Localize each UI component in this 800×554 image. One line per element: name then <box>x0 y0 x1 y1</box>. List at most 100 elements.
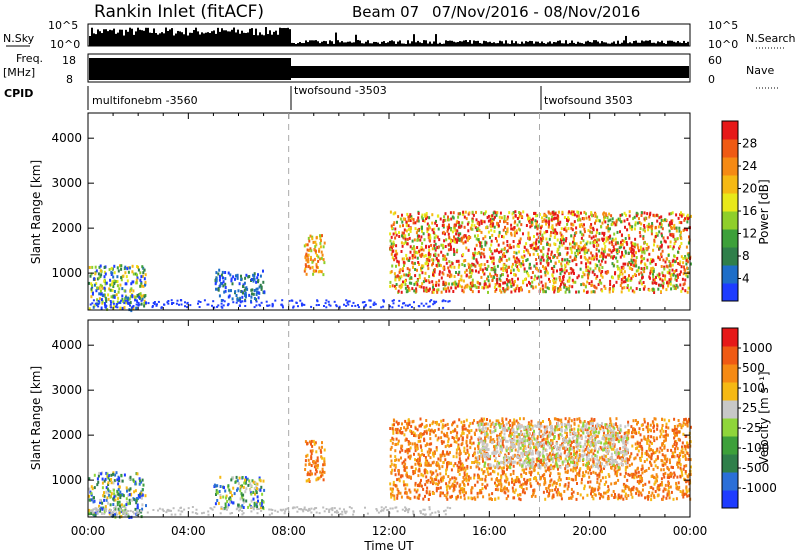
echo-cell <box>572 236 575 240</box>
echo-cell <box>394 464 397 467</box>
echo-cell <box>122 299 125 303</box>
echo-cell <box>549 212 552 216</box>
echo-cell <box>679 453 682 457</box>
nsky-bar <box>449 40 451 46</box>
echo-cell <box>676 487 679 491</box>
echo-cell <box>498 260 501 264</box>
nsky-bar <box>397 41 399 46</box>
echo-cell <box>561 442 563 446</box>
echo-cell <box>433 244 436 248</box>
echo-cell <box>307 471 309 475</box>
echo-cell <box>547 486 550 490</box>
echo-cell <box>130 282 133 286</box>
echo-cell <box>483 422 486 426</box>
echo-cell <box>463 215 466 219</box>
echo-cell <box>586 258 589 262</box>
echo-cell <box>550 445 553 449</box>
echo-cell <box>313 442 316 446</box>
nsky-bar <box>567 43 569 46</box>
echo-cell <box>644 216 647 220</box>
echo-cell <box>499 288 502 292</box>
echo-cell <box>606 216 609 219</box>
echo-cell <box>245 487 248 491</box>
echo-cell <box>476 421 479 425</box>
echo-cell <box>433 246 436 250</box>
echo-cell <box>449 242 452 246</box>
echo-cell <box>587 248 590 252</box>
echo-cell <box>462 476 465 479</box>
nsky-bar <box>603 42 605 46</box>
echo-cell <box>519 264 522 268</box>
echo-cell <box>472 213 475 217</box>
echo-cell <box>100 292 102 296</box>
echo-cell <box>448 282 450 286</box>
echo-cell <box>432 430 435 434</box>
echo-cell <box>555 459 558 462</box>
echo-cell <box>391 306 394 309</box>
nsky-bar <box>559 40 561 46</box>
echo-cell <box>220 506 223 510</box>
echo-cell <box>405 438 408 441</box>
echo-cell <box>684 422 687 426</box>
echo-cell <box>470 288 473 291</box>
echo-cell <box>679 490 682 493</box>
echo-cell <box>527 251 530 255</box>
echo-cell <box>471 421 474 425</box>
echo-cell <box>565 229 568 233</box>
echo-cell <box>563 285 566 289</box>
echo-cell <box>446 229 449 233</box>
echo-cell <box>676 475 679 479</box>
echo-cell <box>598 464 601 468</box>
echo-cell <box>519 417 521 421</box>
echo-cell <box>236 276 239 280</box>
echo-cell <box>128 297 131 301</box>
echo-cell <box>101 286 104 290</box>
echo-cell <box>320 450 323 454</box>
echo-cell <box>105 486 108 490</box>
nsky-bar <box>281 28 283 46</box>
colorbar-tick-label: 4 <box>742 272 750 286</box>
echo-cell <box>600 424 603 428</box>
echo-cell <box>676 273 679 277</box>
echo-cell <box>110 306 113 309</box>
echo-cell <box>556 214 559 218</box>
nsky-bar <box>631 43 633 46</box>
echo-cell <box>648 252 651 256</box>
echo-cell <box>530 276 533 280</box>
echo-cell <box>648 480 651 484</box>
echo-cell <box>314 240 317 244</box>
colorbar-swatch <box>722 229 738 248</box>
echo-cell <box>103 510 106 514</box>
echo-cell <box>603 241 606 245</box>
echo-cell <box>238 282 241 286</box>
echo-cell <box>425 302 428 305</box>
echo-cell <box>441 300 444 303</box>
echo-cell <box>153 301 156 303</box>
echo-cell <box>475 285 478 289</box>
echo-cell <box>459 225 462 229</box>
echo-cell <box>523 470 526 474</box>
echo-cell <box>429 480 432 484</box>
echo-cell <box>139 492 142 496</box>
echo-cell <box>138 482 141 486</box>
echo-cell <box>103 266 106 269</box>
echo-cell <box>103 479 106 483</box>
echo-cell <box>514 289 517 293</box>
echo-cell <box>646 242 649 246</box>
nsky-bar <box>459 41 461 46</box>
echo-cell <box>418 234 420 238</box>
echo-cell <box>479 437 482 441</box>
echo-cell <box>633 290 636 294</box>
echo-cell <box>653 291 656 294</box>
echo-cell <box>526 283 528 287</box>
echo-cell <box>197 302 199 305</box>
echo-cell <box>566 261 569 265</box>
echo-cell <box>644 263 647 267</box>
colorbar-swatch <box>722 247 738 266</box>
echo-cell <box>248 479 251 483</box>
echo-cell <box>544 285 547 289</box>
echo-cell <box>513 490 516 494</box>
nsky-bar <box>475 41 477 46</box>
echo-cell <box>671 273 673 276</box>
